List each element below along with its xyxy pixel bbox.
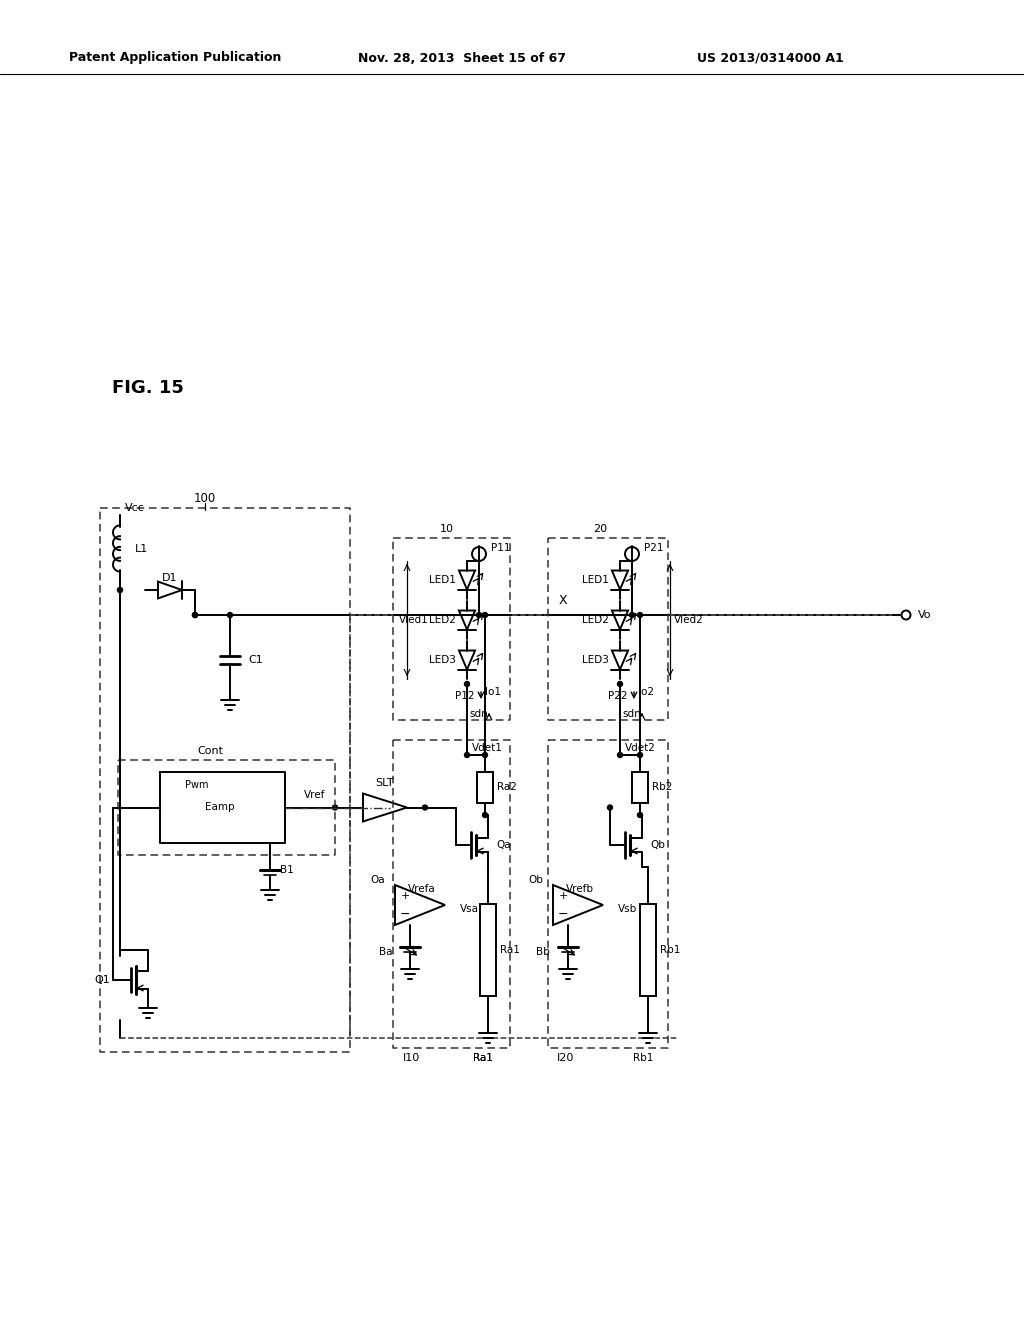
Text: Vref: Vref [304,791,326,800]
Text: Cont: Cont [197,746,223,756]
Text: −: − [558,908,568,921]
Text: Ra1: Ra1 [473,1053,493,1063]
Text: Vled1: Vled1 [399,615,429,624]
Text: LED2: LED2 [429,615,456,624]
Text: Vdet1: Vdet1 [472,743,503,752]
Text: P11: P11 [490,543,511,553]
Text: Ra1: Ra1 [500,945,520,954]
Circle shape [227,612,232,618]
Text: C1: C1 [248,655,263,665]
Text: US 2013/0314000 A1: US 2013/0314000 A1 [696,51,844,65]
Text: Ba: Ba [379,946,392,957]
Text: P12: P12 [456,690,475,701]
Circle shape [465,681,469,686]
Text: Ob: Ob [528,875,543,884]
Circle shape [617,681,623,686]
Circle shape [638,813,642,817]
Text: Vsa: Vsa [460,904,479,913]
Text: D1: D1 [162,573,178,583]
Text: Nov. 28, 2013  Sheet 15 of 67: Nov. 28, 2013 Sheet 15 of 67 [358,51,566,65]
Text: Vsb: Vsb [618,904,637,913]
Circle shape [193,612,198,618]
Text: −: − [399,908,411,921]
Text: Rb1: Rb1 [660,945,680,954]
Text: Vrefb: Vrefb [566,884,594,894]
Text: X: X [559,594,567,607]
Text: SLT: SLT [376,779,394,788]
Circle shape [193,612,198,618]
Circle shape [465,752,469,758]
Text: B1: B1 [280,865,294,875]
Text: P21: P21 [644,543,664,553]
Text: Vrefa: Vrefa [409,884,436,894]
Circle shape [476,612,481,618]
Text: Qb: Qb [650,840,665,850]
Text: Rb2: Rb2 [652,781,673,792]
Circle shape [638,612,642,618]
Text: +: + [400,891,410,900]
Circle shape [482,813,487,817]
Text: Ra1: Ra1 [473,1053,493,1063]
Text: Ra2: Ra2 [497,781,517,792]
Text: I10: I10 [402,1053,420,1063]
Bar [480,904,496,995]
Text: 100: 100 [194,491,216,504]
Text: Vdet2: Vdet2 [625,743,656,752]
Bar [477,772,493,803]
Text: 10: 10 [440,524,454,535]
Text: Vcc: Vcc [125,503,144,513]
Text: Pwm: Pwm [185,780,209,789]
Circle shape [118,587,123,593]
Text: I20: I20 [557,1053,574,1063]
Text: P22: P22 [608,690,628,701]
Text: Oa: Oa [371,875,385,884]
Bar [632,772,648,803]
Text: L1: L1 [135,544,148,553]
Bar [640,904,656,995]
Text: LED1: LED1 [429,576,456,585]
Text: Q1: Q1 [94,975,110,985]
Text: 20: 20 [593,524,607,535]
Text: LED3: LED3 [582,655,609,665]
Circle shape [423,805,427,810]
Text: +: + [558,891,567,900]
Circle shape [638,752,642,758]
Text: Eamp: Eamp [205,803,234,813]
Circle shape [617,752,623,758]
Text: LED3: LED3 [429,655,456,665]
Text: Bb: Bb [537,946,550,957]
Text: Io2: Io2 [638,686,654,697]
Text: Vled2: Vled2 [674,615,703,624]
Circle shape [482,612,487,618]
Circle shape [482,752,487,758]
Text: sdn: sdn [622,709,641,719]
Text: FIG. 15: FIG. 15 [112,379,184,397]
Text: sdn: sdn [469,709,487,719]
Text: LED1: LED1 [582,576,609,585]
Circle shape [607,805,612,810]
Circle shape [333,805,338,810]
Text: Rb1: Rb1 [633,1053,653,1063]
Text: Vo: Vo [918,610,932,620]
Text: Io1: Io1 [485,686,501,697]
Text: Patent Application Publication: Patent Application Publication [69,51,282,65]
Circle shape [630,612,635,618]
Text: LED2: LED2 [582,615,609,624]
Text: Qa: Qa [496,840,511,850]
